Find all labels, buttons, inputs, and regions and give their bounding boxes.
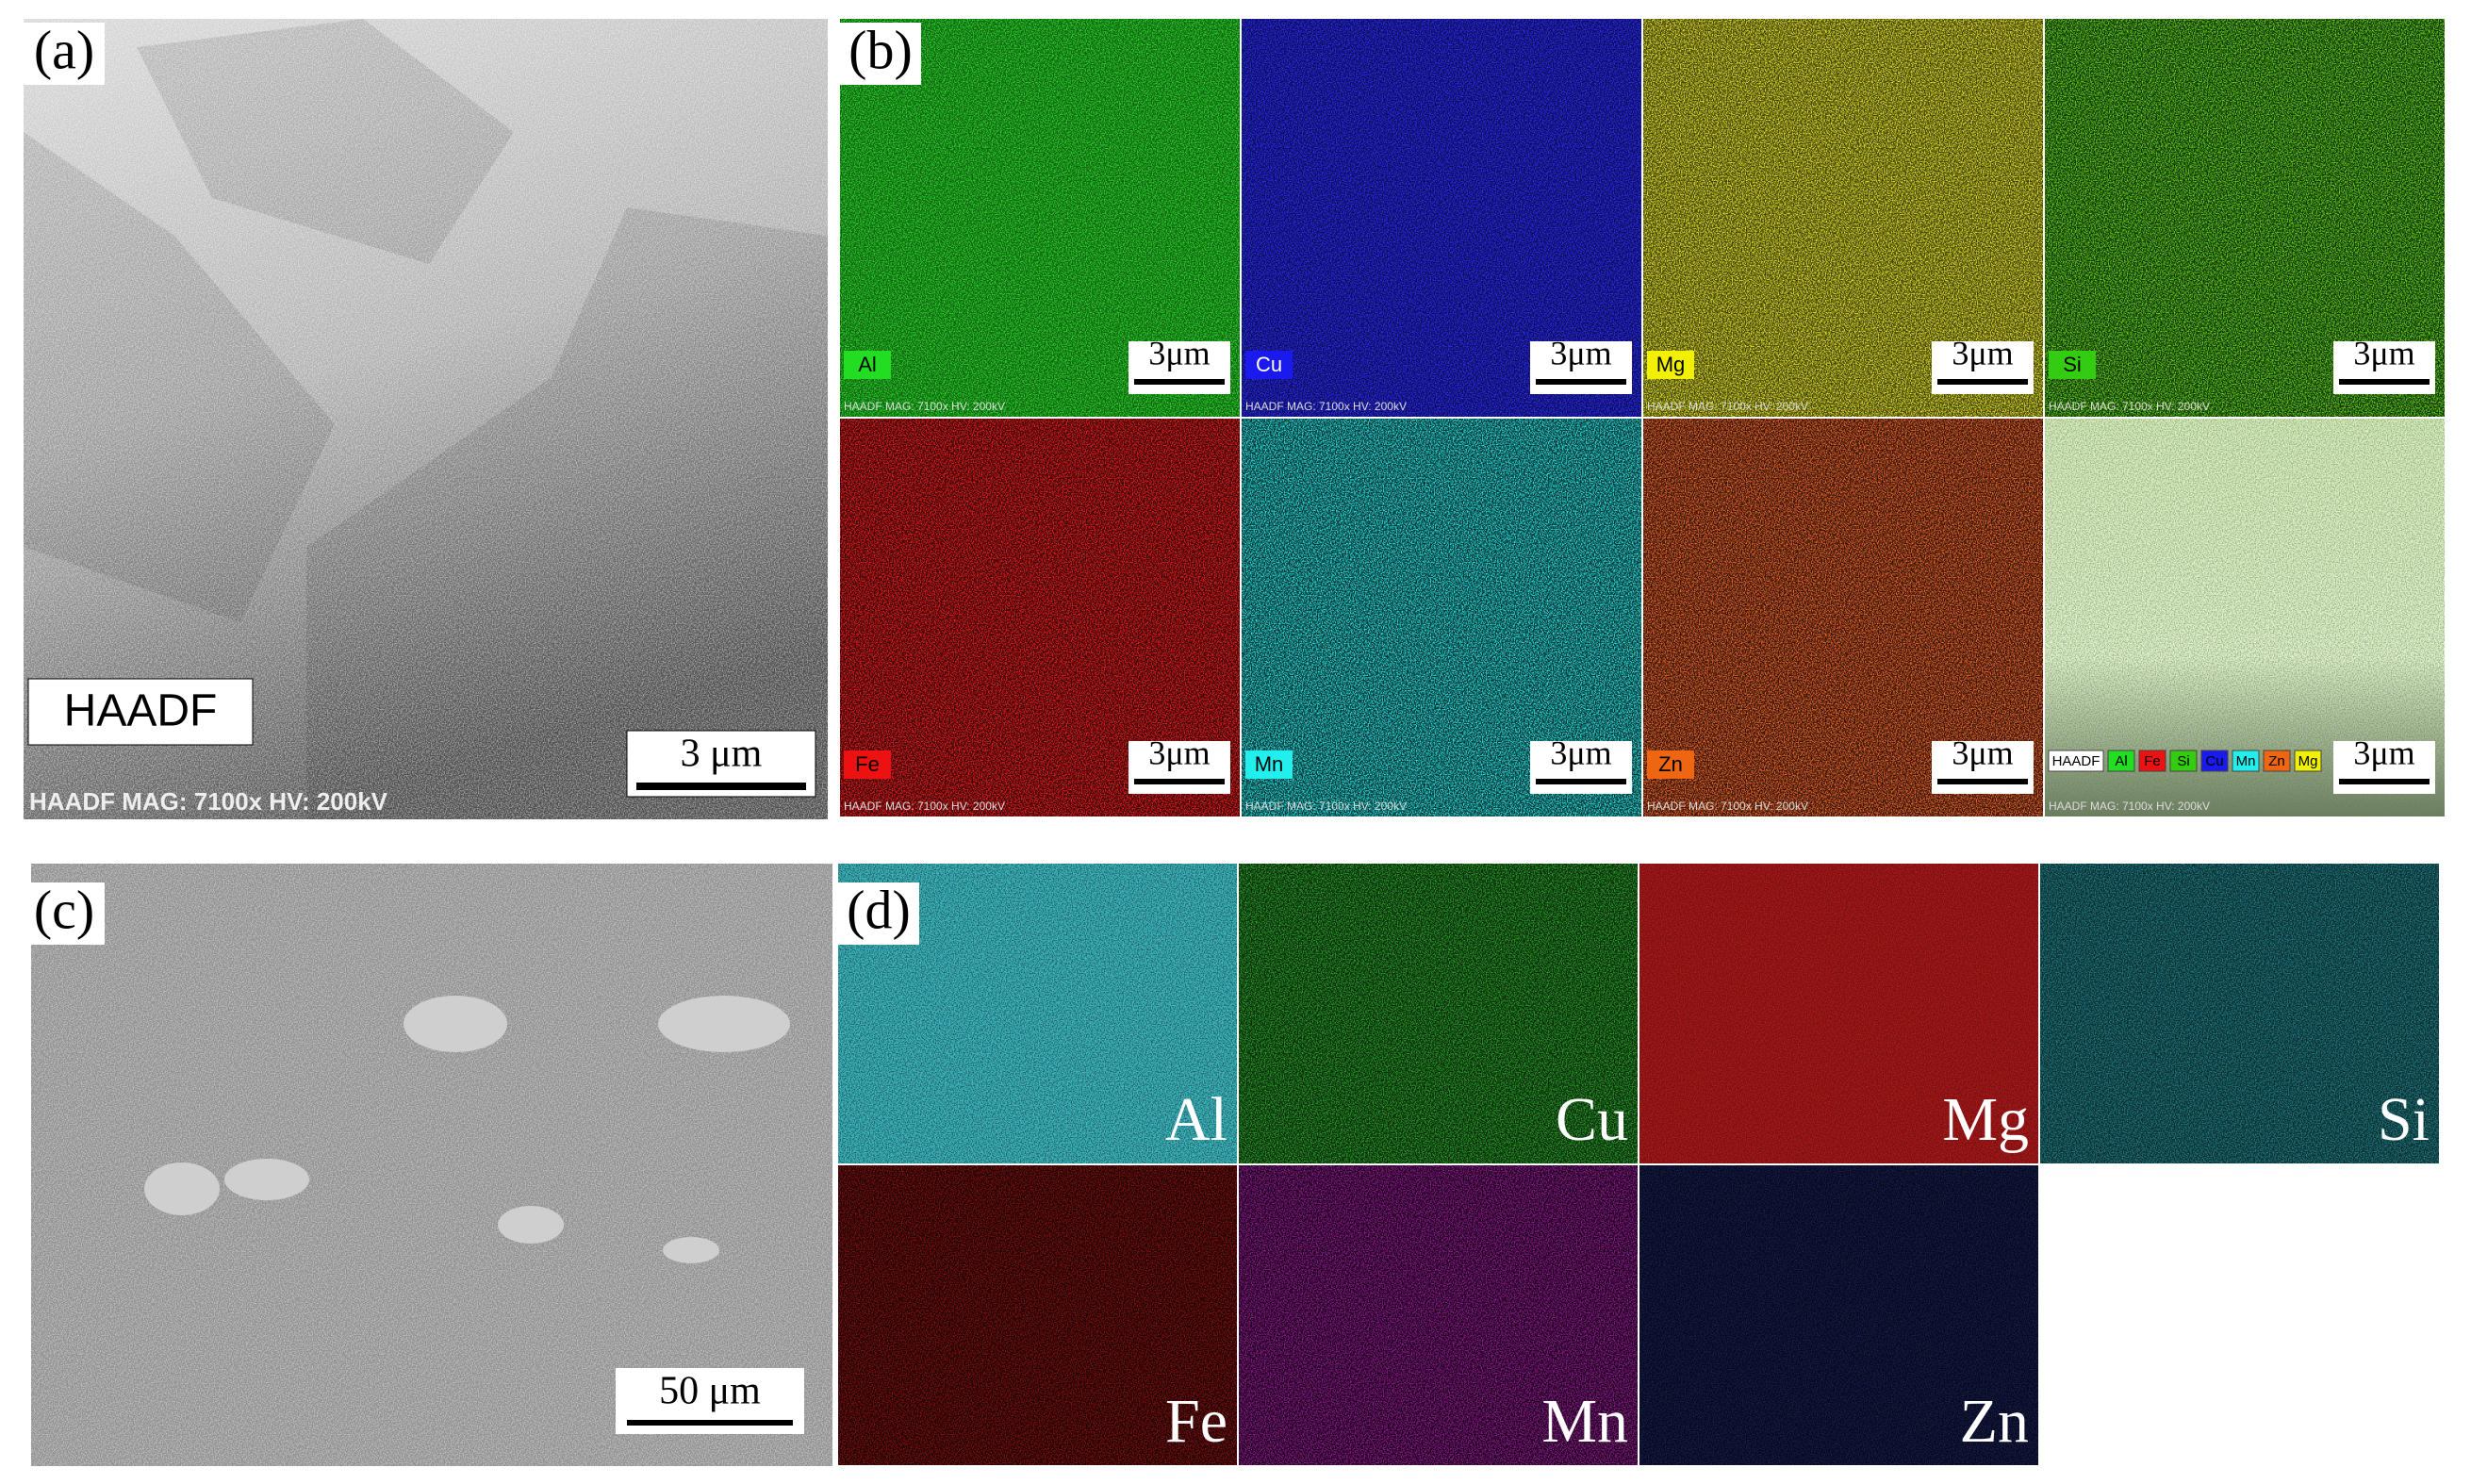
- element-tag-bg: [1245, 351, 1293, 379]
- element-tag: Fe: [855, 752, 880, 776]
- footer: HAADF MAG: 7100x HV: 200kV: [844, 800, 1005, 813]
- legend-swatch: [2200, 750, 2229, 772]
- footer: HAADF MAG: 7100x HV: 200kV: [1245, 800, 1407, 813]
- legend-swatch: [2232, 750, 2260, 772]
- scale-bar-bg: [2333, 341, 2435, 394]
- legend-label: Mg: [2298, 753, 2318, 769]
- map-signal: [1639, 1165, 2038, 1465]
- panel-label: (a): [34, 19, 94, 80]
- element-tag-bg: [2049, 351, 2096, 379]
- element-tag-bg: [1647, 750, 1694, 779]
- footer: HAADF MAG: 7100x HV: 200kV: [2049, 400, 2210, 413]
- scale-bar-bg: [1932, 741, 2034, 794]
- panel-label-bg: [24, 882, 105, 945]
- map-signal: [838, 1165, 1237, 1465]
- element-tag: Mg: [1656, 353, 1686, 376]
- overlay-bg: [27, 678, 254, 746]
- scale-bar: [1134, 379, 1225, 385]
- element-tag: Zn: [1658, 752, 1683, 776]
- footer: HAADF MAG: 7100x HV: 200kV: [2049, 800, 2210, 813]
- panel-label: (d): [847, 879, 911, 940]
- scale-bar: [2339, 379, 2430, 385]
- scale-bar-text: 50 μm: [659, 1370, 761, 1413]
- scale-bar: [1937, 379, 2028, 385]
- intermetallic-particle: [404, 996, 507, 1052]
- scale-bar: [1937, 779, 2028, 784]
- map-signal: [1239, 1165, 1638, 1465]
- intermetallic-particle: [498, 1206, 564, 1244]
- element-tag: Cu: [1256, 353, 1282, 376]
- map-signal: [2040, 864, 2439, 1163]
- scale-bar-text: 3μm: [1550, 734, 1611, 771]
- panel-label-bg: [24, 23, 105, 85]
- panel-label: (b): [848, 19, 913, 80]
- footer: HAADF MAG: 7100x HV: 200kV: [1245, 400, 1407, 413]
- panel-label-bg: [840, 23, 921, 85]
- scale-bar: [636, 783, 806, 790]
- scale-bar-bg: [1128, 741, 1230, 794]
- legend-swatch: [2138, 750, 2166, 772]
- scale-bar: [627, 1420, 793, 1426]
- intermetallic-particle: [144, 1162, 220, 1215]
- footer: HAADF MAG: 7100x HV: 200kV: [1647, 800, 1808, 813]
- scale-bar-text: 3μm: [1952, 334, 2013, 371]
- map-signal: [1239, 864, 1638, 1163]
- scale-bar-bg: [1530, 341, 1632, 394]
- legend-swatch: [2263, 750, 2291, 772]
- legend-label: Si: [2177, 753, 2189, 769]
- scale-bar-text: 3μm: [2353, 334, 2414, 371]
- scale-bar-bg: [2333, 741, 2435, 794]
- legend-label: Zn: [2268, 753, 2285, 769]
- scale-bar: [1134, 779, 1225, 784]
- element-tag: Si: [2063, 353, 2082, 376]
- legend-label: HAADF: [2052, 753, 2100, 769]
- element-name: Mg: [1942, 1085, 2029, 1154]
- scale-bar-text: 3 μm: [681, 733, 763, 776]
- sem-particles: [31, 864, 832, 1466]
- scale-bar: [2339, 779, 2430, 784]
- overlay-text: HAADF: [64, 686, 218, 736]
- scale-bar-text: 3μm: [1148, 734, 1210, 771]
- element-name: Cu: [1556, 1085, 1628, 1154]
- element-tag: Al: [858, 353, 877, 376]
- scale-bar-bg: [1128, 341, 1230, 394]
- element-tag: Mn: [1255, 752, 1284, 776]
- element-name: Si: [2378, 1085, 2430, 1154]
- legend-label: Fe: [2144, 753, 2161, 769]
- map-signal: [1639, 864, 2038, 1163]
- element-tag-bg: [1647, 351, 1694, 379]
- scale-bar-bg: [1932, 341, 2034, 394]
- element-name: Al: [1165, 1085, 1227, 1154]
- element-name: Mn: [1541, 1387, 1628, 1456]
- scale-bar: [1536, 779, 1626, 784]
- footer: HAADF MAG: 7100x HV: 200kV: [29, 787, 388, 816]
- panel-label-bg: [838, 882, 919, 945]
- intermetallic-particle: [224, 1159, 309, 1200]
- scale-bar-text: 3μm: [1952, 734, 2013, 771]
- element-name: Zn: [1960, 1387, 2029, 1456]
- footer: HAADF MAG: 7100x HV: 200kV: [844, 400, 1005, 413]
- legend-swatch: [2169, 750, 2198, 772]
- scale-bar-text: 3μm: [1148, 334, 1210, 371]
- element-tag-bg: [1245, 750, 1293, 779]
- intermetallic-particle: [658, 996, 790, 1052]
- element-tag-bg: [844, 750, 891, 779]
- panel-label: (c): [34, 879, 94, 940]
- footer: HAADF MAG: 7100x HV: 200kV: [1647, 400, 1808, 413]
- legend-label: Cu: [2205, 753, 2223, 769]
- legend-label: Al: [2115, 753, 2127, 769]
- element-name: Fe: [1165, 1387, 1227, 1456]
- legend-swatch: [2048, 750, 2104, 772]
- legend-swatch: [2107, 750, 2135, 772]
- scale-bar: [1536, 379, 1626, 385]
- scale-bar-text: 3μm: [2353, 734, 2414, 771]
- scale-bar-text: 3μm: [1550, 334, 1611, 371]
- intermetallic-particle: [663, 1237, 719, 1263]
- scale-bar-bg: [1530, 741, 1632, 794]
- legend-swatch: [2294, 750, 2322, 772]
- legend-label: Mn: [2236, 753, 2256, 769]
- element-tag-bg: [844, 351, 891, 379]
